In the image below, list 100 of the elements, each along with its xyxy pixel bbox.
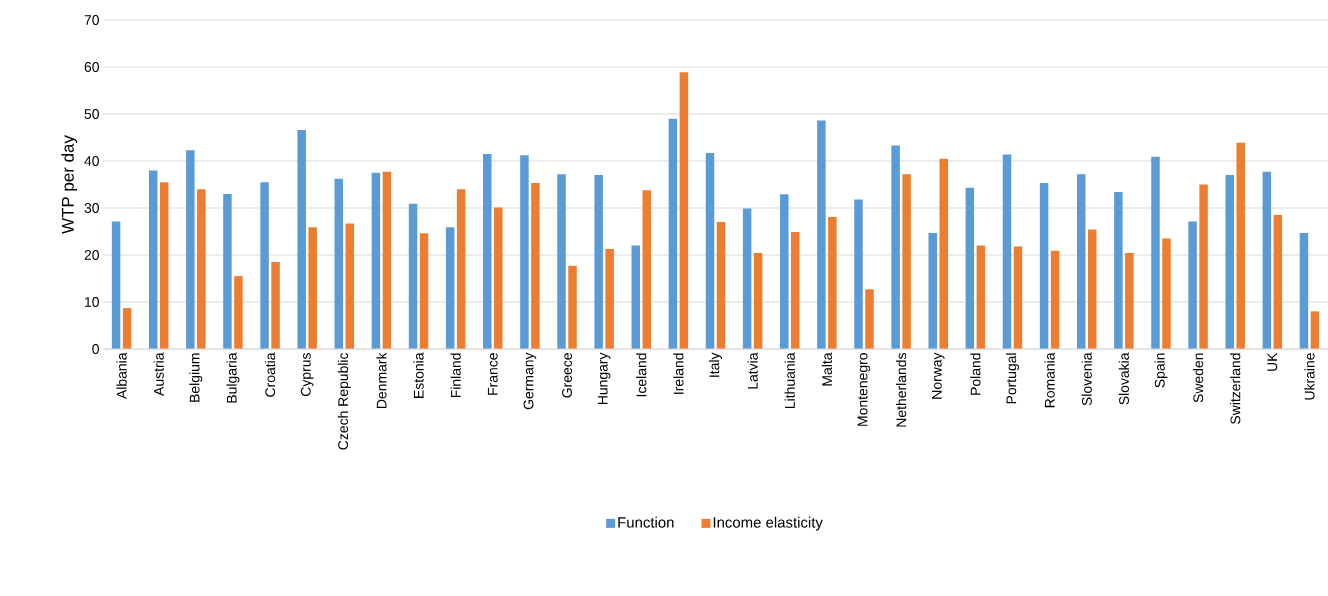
y-tick-label: 60 [84, 62, 99, 72]
bar [483, 153, 492, 349]
bar [1199, 184, 1208, 349]
bar [445, 227, 455, 349]
x-tick-label: France [487, 353, 498, 395]
x-tick-label: UK [1267, 352, 1278, 371]
x-tick-label: Sweden [1192, 353, 1204, 403]
bar [1310, 311, 1320, 349]
bar [260, 182, 269, 349]
y-tick-label: 10 [85, 297, 99, 307]
bar [939, 158, 948, 349]
bar [456, 189, 466, 349]
bar [186, 150, 195, 349]
x-tick-label: Romania [1044, 352, 1055, 408]
bar [520, 155, 529, 349]
bar [122, 308, 132, 349]
x-tick-label: Lithuania [784, 352, 795, 408]
bar [568, 265, 577, 349]
bar [308, 227, 317, 349]
bar [531, 183, 540, 349]
bar [594, 175, 603, 349]
bar [902, 174, 911, 349]
bar [716, 222, 726, 349]
bar [605, 248, 614, 349]
x-tick-label: Ukraine [1304, 353, 1315, 400]
y-tick-label: 20 [84, 250, 99, 260]
x-tick-label: Spain [1154, 353, 1168, 388]
bar [865, 289, 874, 349]
x-tick-label: Ireland [673, 353, 684, 394]
x-tick-label: Cyprus [300, 353, 314, 396]
x-tick-label: Hungary [597, 352, 611, 405]
bar [1151, 156, 1160, 349]
x-tick-label: Iceland [636, 353, 647, 397]
bar [345, 223, 355, 349]
x-tick-label: Latvia [747, 352, 758, 389]
x-tick-label: Czech Republic [337, 352, 351, 450]
y-tick-label: 70 [84, 15, 99, 25]
x-tick-label: Poland [970, 353, 981, 395]
bar [494, 207, 503, 349]
bar [817, 120, 826, 349]
bar [1039, 183, 1049, 349]
bar [297, 129, 306, 349]
x-tick-label: Netherlands [896, 353, 907, 427]
bar [1188, 221, 1197, 349]
x-tick-label: Croatia [264, 352, 276, 397]
x-tick-label: Finland [450, 353, 461, 398]
bar [891, 145, 900, 349]
bar [148, 170, 158, 349]
bar [1262, 171, 1272, 349]
y-tick-label: 40 [84, 156, 99, 166]
bar [1114, 192, 1123, 349]
bar [965, 187, 975, 349]
y-tick-label: 0 [92, 344, 99, 354]
bar [419, 233, 429, 349]
bar [679, 72, 689, 349]
bar [976, 245, 986, 349]
bar [854, 199, 863, 349]
bar [234, 276, 243, 349]
bar [780, 194, 789, 349]
bar [1002, 154, 1012, 349]
bar [1162, 238, 1171, 349]
x-tick-label: Bulgaria [226, 352, 240, 403]
legend-label: Function [618, 516, 674, 528]
x-tick-label: Slovenia [1081, 352, 1092, 406]
x-tick-label: Denmark [376, 352, 387, 408]
bar [1299, 232, 1309, 349]
bar [197, 189, 206, 349]
legend-label: Income elasticity [713, 516, 823, 531]
bar [1050, 250, 1060, 349]
bar [705, 153, 715, 349]
bar [668, 118, 678, 349]
bar [1076, 174, 1086, 349]
x-tick-label: Albania [116, 352, 127, 399]
x-tick-label: Montenegro [857, 353, 871, 426]
bar [371, 172, 381, 349]
bar [271, 262, 280, 349]
bar [1013, 246, 1023, 349]
x-tick-label: Germany [523, 352, 537, 410]
bar [1087, 229, 1097, 349]
x-tick-label: Norway [932, 352, 945, 399]
bar [1236, 142, 1245, 349]
bar [753, 253, 763, 349]
y-tick-label: 50 [84, 109, 99, 119]
x-tick-label: Malta [821, 352, 833, 386]
y-axis-title: WTP per day [61, 135, 78, 234]
x-tick-label: Italy [709, 352, 723, 377]
bar [928, 232, 937, 349]
bar [828, 216, 837, 349]
bar [1225, 175, 1234, 349]
x-tick-label: Portugal [1005, 353, 1019, 404]
x-tick-label: Greece [562, 353, 572, 398]
x-tick-label: Austria [153, 352, 164, 396]
bar [408, 203, 418, 349]
bar [159, 182, 169, 349]
x-tick-label: Switzerland [1230, 353, 1241, 424]
bar [111, 221, 121, 349]
bar [1273, 215, 1283, 349]
x-tick-label: Belgium [189, 353, 203, 402]
x-tick-label: Estonia [413, 352, 424, 398]
bar [557, 174, 566, 349]
